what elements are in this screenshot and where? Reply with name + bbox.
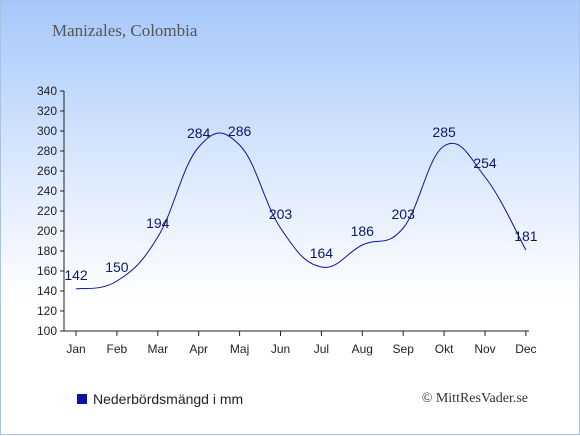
chart-title: Manizales, Colombia xyxy=(52,21,198,40)
y-tick-label: 260 xyxy=(37,164,57,178)
y-tick-label: 120 xyxy=(37,304,57,318)
data-label: 194 xyxy=(146,215,170,231)
legend-swatch xyxy=(77,394,87,404)
x-tick-label: Mar xyxy=(147,342,168,356)
x-tick-label: Aug xyxy=(352,342,373,356)
data-label: 181 xyxy=(514,228,538,244)
series-line-layer xyxy=(75,132,527,290)
y-tick-label: 280 xyxy=(37,144,57,158)
x-tick-label: Okt xyxy=(435,342,454,356)
y-tick-label: 140 xyxy=(37,284,57,298)
x-tick-label: Jan xyxy=(66,342,85,356)
x-tick-label: Dec xyxy=(515,342,536,356)
data-label: 142 xyxy=(64,267,88,283)
y-tick-label: 180 xyxy=(37,244,57,258)
axes: 100 120 140 160 180 200 220 240 260 280 300 320 340 J… xyxy=(37,84,537,356)
copyright: © MittResVader.se xyxy=(421,391,528,406)
y-tick-label: 220 xyxy=(37,204,57,218)
x-tick-label: Maj xyxy=(230,342,249,356)
data-label: 186 xyxy=(351,223,375,239)
y-tick-label: 300 xyxy=(37,124,57,138)
x-tick-label: Jun xyxy=(271,342,290,356)
y-tick-label: 240 xyxy=(37,184,57,198)
data-label: 203 xyxy=(392,206,416,222)
data-label: 285 xyxy=(432,124,456,140)
data-label: 150 xyxy=(105,259,129,275)
y-tick-label: 340 xyxy=(37,84,57,98)
data-label: 164 xyxy=(310,245,334,261)
series-line xyxy=(75,132,527,290)
y-tick-label: 160 xyxy=(37,264,57,278)
y-tick-label: 200 xyxy=(37,224,57,238)
data-label-layer: 142 150 194 284 286 203 164 186 203 285 254 181 xyxy=(64,123,537,283)
data-label: 203 xyxy=(269,206,293,222)
x-tick-label: Feb xyxy=(107,342,128,356)
legend: Nederbördsmängd i mm xyxy=(77,391,243,407)
data-label: 284 xyxy=(187,125,211,141)
y-tick-label: 320 xyxy=(37,104,57,118)
x-tick-label: Apr xyxy=(189,342,208,356)
x-tick-label: Jul xyxy=(314,342,329,356)
legend-label: Nederbördsmängd i mm xyxy=(93,391,244,407)
data-label: 286 xyxy=(228,123,252,139)
y-tick-label: 100 xyxy=(37,324,57,338)
x-tick-label: Nov xyxy=(474,342,495,356)
data-label: 254 xyxy=(473,155,497,171)
x-tick-label: Sep xyxy=(393,342,415,356)
